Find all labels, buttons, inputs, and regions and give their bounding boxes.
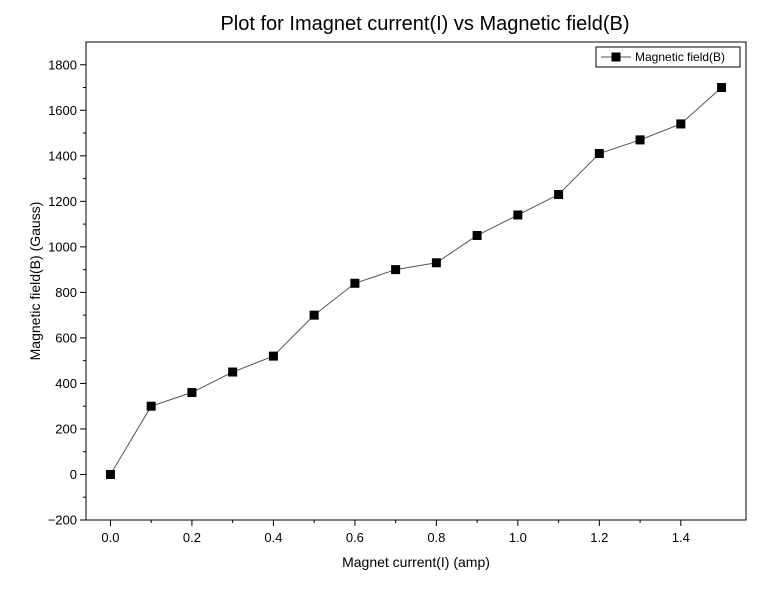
x-tick-label: 0.8 [427,530,445,545]
legend: Magnetic field(B) [595,46,741,68]
data-point [391,265,401,275]
y-tick-label: 1000 [48,239,77,254]
x-tick-label: 0.0 [101,530,119,545]
y-tick-label: 600 [55,330,77,345]
series-layer [105,83,727,479]
x-tick-label: 1.0 [509,530,527,545]
data-point [594,149,604,159]
data-point [431,258,441,268]
y-tick-label: 400 [55,376,77,391]
data-point [350,278,360,288]
x-tick-label: 1.2 [590,530,608,545]
series-line [110,87,722,475]
data-point [635,135,645,145]
x-tick-label: 1.4 [672,530,690,545]
y-tick-label: 800 [55,285,77,300]
y-tick-label: 200 [55,421,77,436]
legend-box [595,46,741,68]
data-point [187,388,197,398]
y-tick-label: 0 [70,467,77,482]
data-point [146,401,156,411]
chart-title: Plot for Imagnet current(I) vs Magnetic … [220,13,629,35]
data-point [554,190,564,200]
legend-marker [611,52,621,62]
x-tick-label: 0.2 [183,530,201,545]
data-point [105,469,115,479]
data-point [228,367,238,377]
x-tick-label: 0.6 [346,530,364,545]
data-point [717,83,727,93]
y-axis-title: Magnetic field(B) (Gauss) [27,202,43,361]
y-tick-label: 1200 [48,194,77,209]
x-axis-ticks: 0.0 0.2 0.4 0.6 0.8 1.0 1.2 1.4 [101,520,690,545]
data-point [309,310,319,320]
data-point [472,230,482,240]
data-point [513,210,523,220]
x-tick-label: 0.4 [264,530,282,545]
data-point [676,119,686,129]
x-axis-title: Magnet current(I) (amp) [342,554,490,570]
y-tick-label: −200 [48,513,77,528]
y-axis-ticks: −200 0 200 400 600 800 1000 1200 1400 1600 1800 [48,57,86,528]
y-tick-label: 1800 [48,57,77,72]
legend-label: Magnetic field(B) [635,50,725,64]
plot-frame [85,41,747,521]
data-point [268,351,278,361]
y-tick-label: 1600 [48,103,77,118]
y-tick-label: 1400 [48,148,77,163]
